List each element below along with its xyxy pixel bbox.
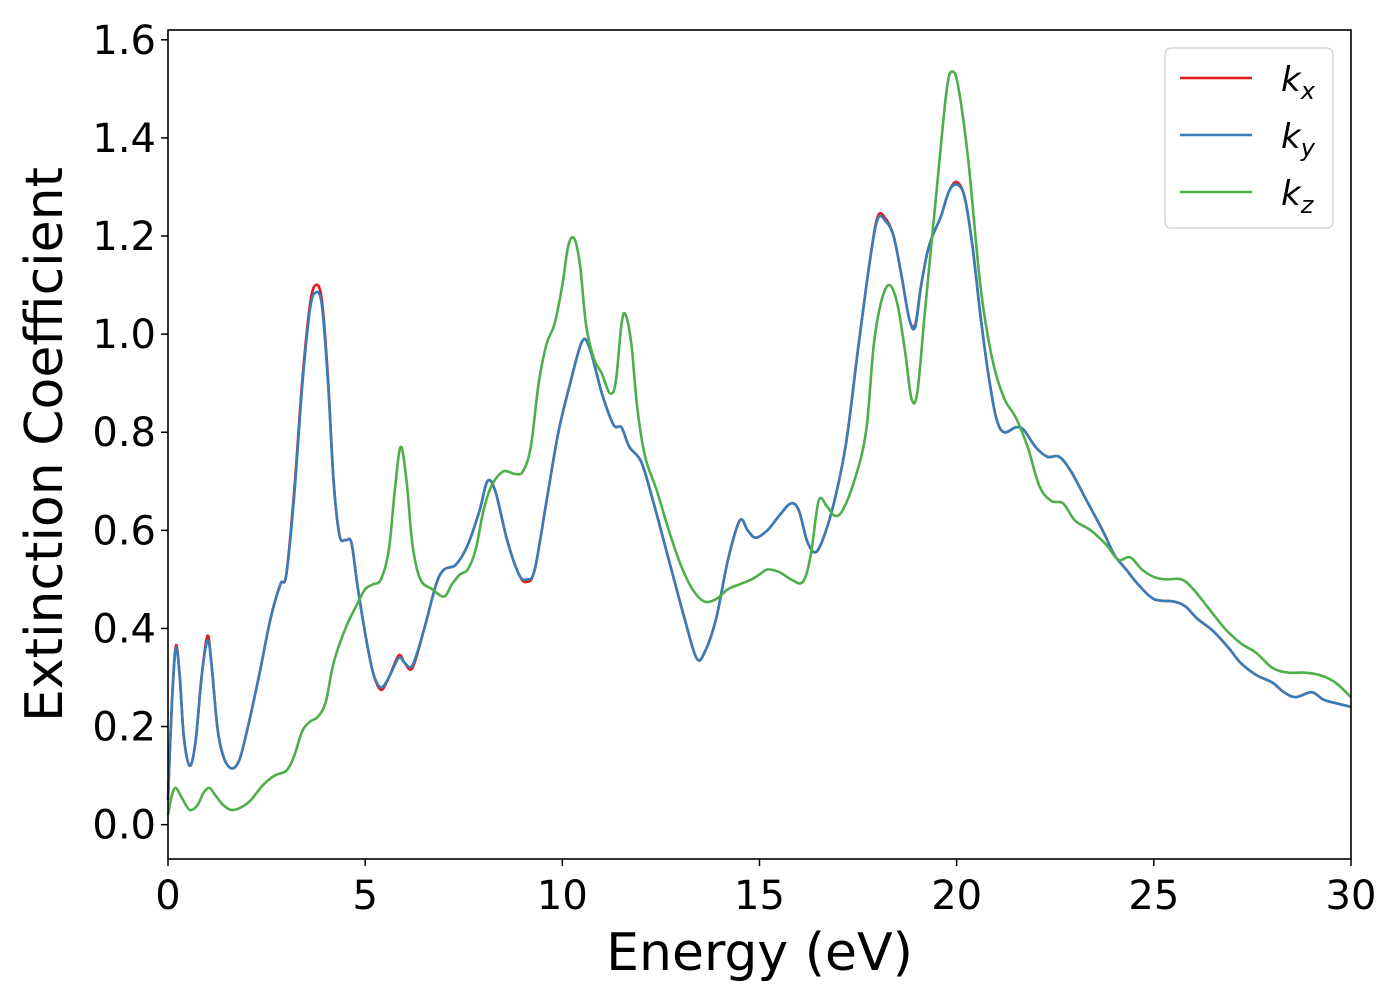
series-line-ky xyxy=(166,183,1352,801)
x-tick-label: 15 xyxy=(734,873,785,919)
y-tick-label: 1.6 xyxy=(92,18,156,64)
y-axis-ticks: 0.0 0.2 0.4 0.6 0.8 1.0 1.2 1.4 1.6 xyxy=(92,18,168,849)
y-tick-label: 0.0 xyxy=(92,803,156,849)
legend-label-kx: kx xyxy=(1281,60,1316,105)
legend-label-base: k xyxy=(1281,117,1302,157)
y-tick-label: 0.6 xyxy=(92,508,156,554)
x-tick-label: 20 xyxy=(931,873,982,919)
x-axis-label: Energy (eV) xyxy=(606,923,913,983)
y-tick-label: 1.4 xyxy=(92,116,156,162)
series-line-kz xyxy=(166,70,1352,816)
legend-label-subscript: x xyxy=(1300,77,1316,105)
x-axis-ticks: 0 5 10 15 20 25 30 xyxy=(155,859,1376,919)
y-tick-label: 1.0 xyxy=(92,312,156,358)
series-line-kx xyxy=(166,180,1352,801)
legend-label-base: k xyxy=(1281,174,1302,214)
legend-label-subscript: y xyxy=(1300,134,1316,162)
y-tick-label: 0.2 xyxy=(92,705,156,751)
series-layer xyxy=(166,70,1352,816)
x-tick-label: 0 xyxy=(155,873,180,919)
legend-box xyxy=(1164,47,1334,229)
x-tick-label: 5 xyxy=(352,873,377,919)
y-tick-label: 0.8 xyxy=(92,410,156,456)
x-tick-label: 25 xyxy=(1128,873,1179,919)
y-tick-label: 1.2 xyxy=(92,214,156,260)
legend-label-subscript: z xyxy=(1300,191,1315,219)
x-tick-label: 30 xyxy=(1326,873,1377,919)
legend-label-kz: kz xyxy=(1281,174,1315,219)
legend-label-ky: ky xyxy=(1281,117,1316,162)
y-axis-label: Extinction Coefficient xyxy=(15,167,75,722)
x-tick-label: 10 xyxy=(537,873,588,919)
legend-label-base: k xyxy=(1281,60,1302,100)
y-tick-label: 0.4 xyxy=(92,606,156,652)
